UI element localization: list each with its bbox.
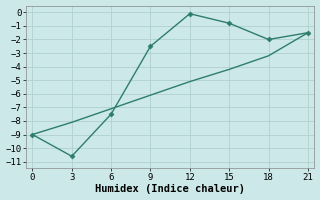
X-axis label: Humidex (Indice chaleur): Humidex (Indice chaleur) bbox=[95, 184, 245, 194]
